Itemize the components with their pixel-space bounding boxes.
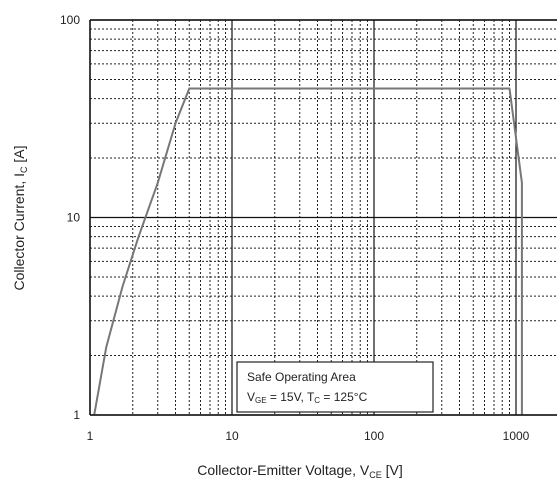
x-tick-label: 1 (87, 429, 94, 443)
soa-curve-group (93, 87, 523, 416)
x-tick-labels: 1 10 100 1000 (87, 429, 530, 443)
y-tick-labels: 1 10 100 (60, 13, 80, 422)
x-tick-label: 1000 (503, 429, 530, 443)
y-tick-label: 10 (67, 211, 81, 225)
y-tick-label: 1 (73, 408, 80, 422)
legend-title: Safe Operating Area (247, 370, 356, 384)
plot-frame (89, 19, 557, 416)
legend-box: Safe Operating Area VGE = 15V, TC = 125°… (236, 361, 434, 413)
x-tick-label: 100 (364, 429, 384, 443)
x-axis-title: Collector-Emitter Voltage, VCE [V] (197, 462, 403, 480)
y-axis-title: Collector Current, IC [A] (11, 146, 29, 291)
x-tick-label: 10 (225, 429, 239, 443)
legend-conditions: VGE = 15V, TC = 125°C (247, 390, 368, 405)
soa-boundary-line (93, 87, 523, 416)
y-tick-label: 100 (60, 13, 80, 27)
